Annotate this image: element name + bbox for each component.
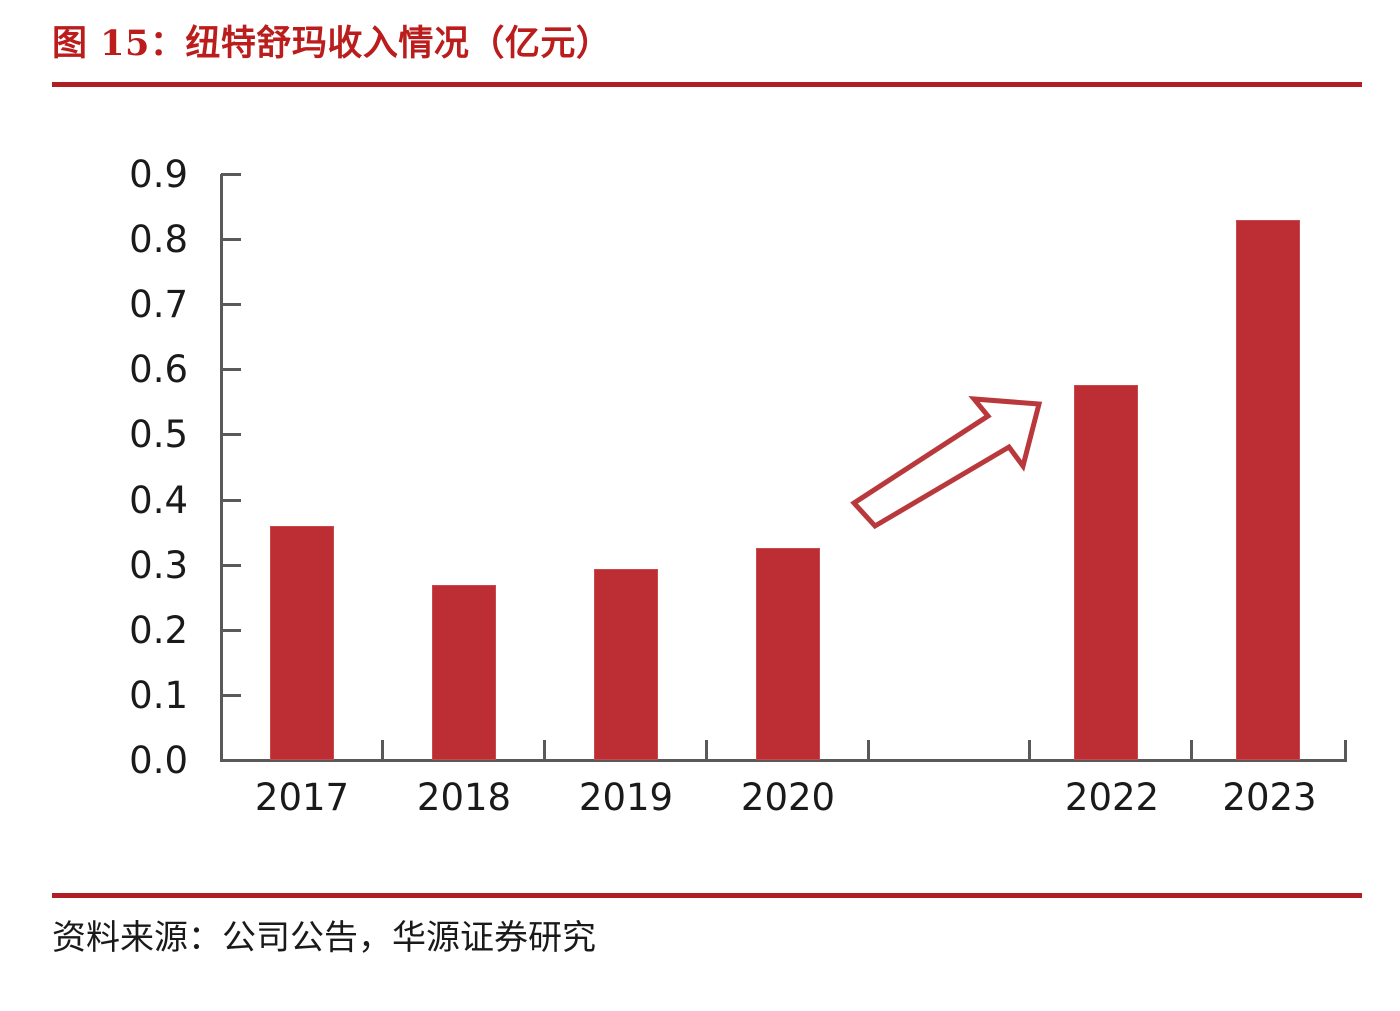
y-tick-label-1: 0.8 (129, 218, 188, 261)
bar-2020 (756, 548, 820, 760)
figure-title-row: 图 15：纽特舒玛收入情况（亿元） (52, 14, 1362, 74)
y-axis-ticks (221, 173, 241, 762)
y-tick-label-8: 0.1 (129, 674, 188, 717)
arrow-up-right-icon (850, 396, 1043, 530)
x-tick-label-2023: 2023 (1222, 776, 1317, 819)
x-tick-label-2018: 2018 (416, 776, 512, 819)
bar-2019 (594, 569, 658, 760)
bar-2017 (270, 526, 334, 760)
x-tick-label-2020: 2020 (740, 776, 836, 819)
x-tick-label-2019: 2019 (578, 776, 674, 819)
y-tick-label-4: 0.5 (129, 413, 188, 456)
y-tick-label-3: 0.6 (129, 348, 188, 391)
y-tick-label-6: 0.3 (129, 544, 188, 587)
y-tick-label-2: 0.7 (129, 283, 188, 326)
bar-2023 (1236, 220, 1300, 760)
source-note: 资料来源：公司公告，华源证券研究 (52, 918, 596, 958)
x-tick-label-2022: 2022 (1064, 776, 1160, 819)
bar-2022 (1074, 385, 1138, 760)
y-tick-label-5: 0.4 (129, 479, 188, 522)
bar-2018 (432, 585, 496, 760)
footer-divider (52, 893, 1362, 898)
y-tick-label-0: 0.9 (129, 153, 188, 196)
growth-arrow-annotation (848, 396, 1048, 531)
x-tick-label-2017: 2017 (254, 776, 350, 819)
y-tick-label-7: 0.2 (129, 609, 188, 652)
page-title: 图 15：纽特舒玛收入情况（亿元） (52, 23, 612, 64)
title-divider (52, 82, 1362, 87)
x-axis-ticks (381, 740, 1347, 760)
y-tick-label-9: 0.0 (129, 739, 188, 782)
